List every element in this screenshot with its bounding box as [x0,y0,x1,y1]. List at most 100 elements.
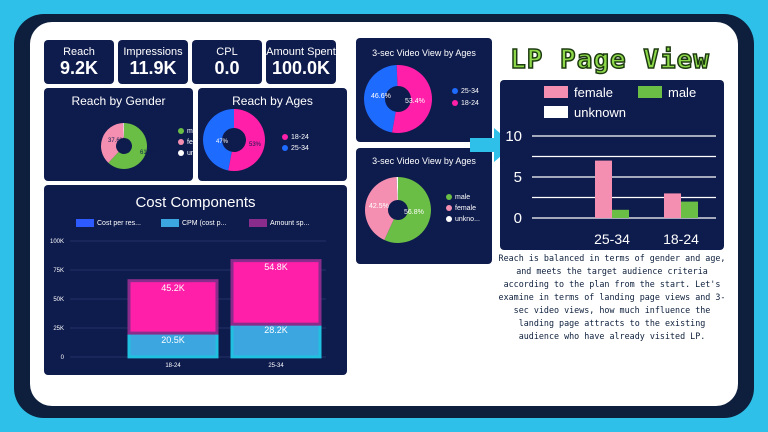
legend-swatch-unknown [544,106,568,118]
kpi-label: Amount Spent [266,46,336,58]
legend-label: female [455,205,477,212]
kpi-cpl: CPL 0.0 [192,40,262,84]
pie-slice-18-24 [228,109,265,171]
chart-title: Reach by Gender [71,94,166,108]
legend-label: female [187,139,208,146]
legend-label: Amount sp... [270,219,310,227]
bar-25-34-male [612,209,629,218]
pie-slice-18-24 [392,65,432,133]
x-tick-label: 25-34 [594,231,630,247]
data-label: 45.2K [161,283,185,293]
page-title: LP Page View [509,44,710,76]
legend-swatch [452,88,458,95]
legend-female: female [178,139,208,146]
x-tick-label: 25-34 [268,363,284,369]
y-tick-label: 0 [514,210,522,227]
legend-swatch [446,216,452,223]
slice-label-25-34: 47% [216,139,229,145]
video-ages-card: 3-sec Video View by Ages 46.6% 53.4% 25-… [356,38,492,142]
chart-title: Reach by Ages [232,94,313,108]
slice-label-18-24: 53% [249,142,262,148]
reach-by-gender-pie: 61.9% 37.6% [101,123,158,169]
slice-label-male: 61.9% [140,150,158,156]
legend-amount-spent: Amount sp... [249,219,309,227]
y-tick-label: 50K [53,297,64,303]
data-label: 28.2K [264,325,288,335]
pie-slice-unknown [396,177,398,201]
legend-swatch [282,134,288,141]
analysis-note: Reach is balanced in terms of gender and… [498,253,726,341]
bar-18-24-female [664,193,681,218]
bar-25-34-series-2 [230,259,322,326]
legend-18-24: 18-24 [282,134,309,141]
legend-label: unknown [574,105,626,120]
kpi-value: 0.0 [214,58,240,78]
kpi-amount-spent: Amount Spent 100.0K [266,40,336,84]
legend-unknown: unkno... [446,216,480,223]
kpi-impressions: Impressions 11.9K [118,40,188,84]
legend-label: 18-24 [291,134,309,141]
legend-swatch [76,219,94,227]
kpi-label: Reach [63,46,95,58]
cost-components-card: Cost Components Cost per res... CPM (cos… [44,185,347,375]
pie-slice-25-34 [203,109,234,171]
lp-page-view-card: female male unknown 10 5 0 25-34 18-24 [500,80,724,250]
legend-label: 25-34 [291,145,309,152]
y-tick-label: 25K [53,326,64,332]
pie-slice-male [384,177,431,243]
video-gender-pie: 42.5% 56.8% [365,177,431,243]
legend-label: 18-24 [461,100,479,107]
legend-25-34: 25-34 [452,88,479,95]
legend-swatch [446,194,452,201]
legend-swatch [446,205,452,212]
legend-male: male [178,128,202,135]
x-tick-label: 18-24 [165,363,181,369]
legend-swatch [161,219,179,227]
legend-label: female [574,85,613,100]
legend-cpm: CPM (cost p... [161,219,226,227]
y-tick-label: 100K [50,239,64,245]
pie-slice-male [108,123,147,169]
slice-label-female: 42.5% [369,203,389,210]
pie-slice-25-34 [364,65,398,133]
bar-25-34-female [595,160,612,218]
reach-by-ages-card: Reach by Ages 47% 53% 18-24 25-34 [198,88,347,181]
y-tick-label: 0 [61,355,65,361]
reach-by-gender-card: Reach by Gender 61.9% 37.6% male female … [44,88,212,181]
kpi-reach: Reach 9.2K [44,40,114,84]
bar-18-24-series-2 [127,279,219,335]
y-tick-label: 75K [53,268,64,274]
legend-female: female [446,205,476,212]
legend-swatch-male [638,86,662,98]
kpi-value: 100.0K [271,58,331,78]
y-tick-label: 10 [505,128,522,145]
legend-cost-per-result: Cost per res... [76,219,141,227]
x-tick-label: 18-24 [663,231,699,247]
legend-swatch [452,100,458,107]
kpi-label: Impressions [123,46,183,58]
data-label: 54.8K [264,262,288,272]
legend-swatch [178,150,184,157]
legend-label: Cost per res... [97,219,141,227]
slice-label-male: 56.8% [404,209,424,216]
kpi-value: 11.9K [129,58,177,78]
legend-label: 25-34 [461,88,479,95]
kpi-value: 9.2K [59,58,99,78]
pie-slice-unknown [123,123,124,139]
chart-title: 3-sec Video View by Ages [372,48,476,58]
data-label: 20.5K [161,335,185,345]
legend-swatch [249,219,267,227]
legend-swatch [178,139,184,146]
pie-slice-female [365,177,398,241]
legend-label: CPM (cost p... [182,219,227,227]
kpi-label: CPL [216,46,238,58]
video-ages-pie: 46.6% 53.4% [364,65,432,133]
legend-swatch [178,128,184,135]
legend-label: male [668,85,696,100]
legend-label: male [187,128,203,135]
chart-title: 3-sec Video View by Ages [372,156,476,166]
bar-18-24-male [681,201,698,218]
legend-male: male [446,194,470,201]
legend-label: unkno... [455,216,480,223]
legend-swatch [282,145,288,152]
